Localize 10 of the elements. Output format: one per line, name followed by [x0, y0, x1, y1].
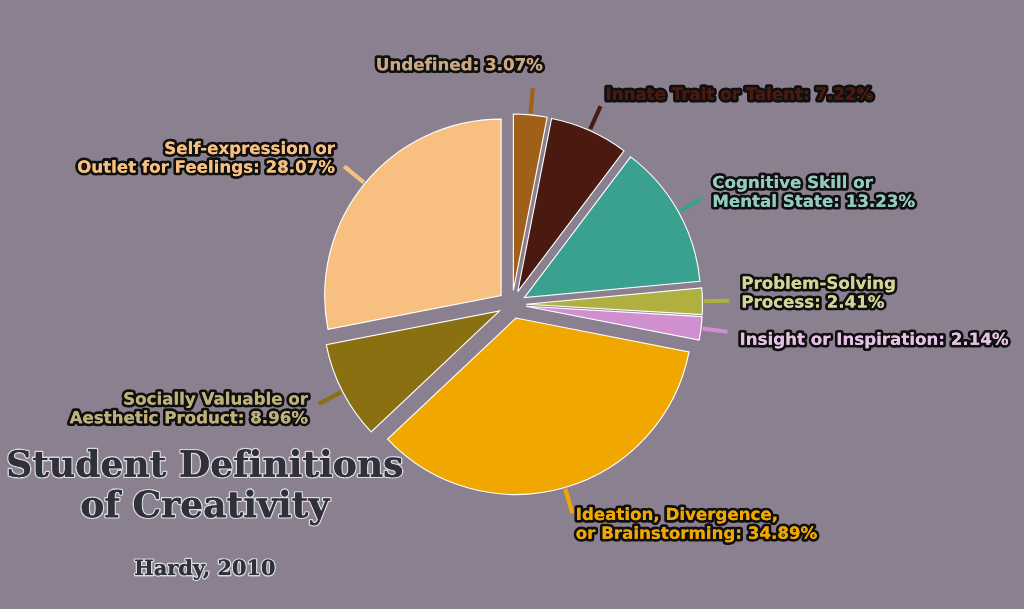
slice-label: Cognitive Skill or Mental State: 13.23% [713, 175, 915, 208]
text: Student Definitions of Creativity [8, 449, 402, 526]
legend-label: Socially Valuable or Aesthetic Product: 8.96% [69, 391, 308, 424]
slice-label: Problem-Solving Process: 2.41% [742, 276, 895, 308]
slice-label: Undefined: 3.07% [377, 57, 543, 71]
text: Hardy, 2010 [135, 559, 275, 580]
slice-label: Ideation, Divergence, or Brainstorming: 34.89% [576, 507, 817, 543]
slice-label: Insight or Inspiration: 2.14% [741, 332, 1009, 349]
slice-label: Self-expression or Outlet for Feelings: 28.07% [77, 141, 335, 177]
slice-label: Innate Trait or Talent: 7.22% [606, 87, 873, 100]
